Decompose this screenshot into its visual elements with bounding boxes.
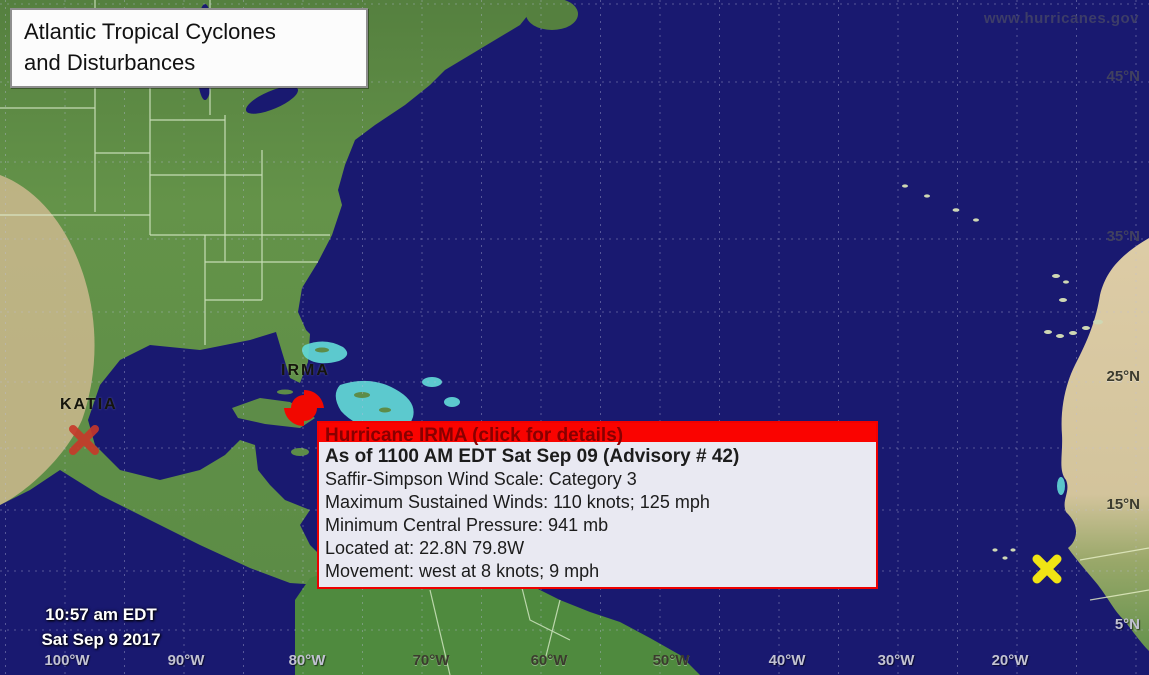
lon-label: 20°W (991, 652, 1029, 669)
map-timestamp: 10:57 am EDT Sat Sep 9 2017 (16, 602, 186, 652)
lon-label: 30°W (877, 652, 915, 669)
newfoundland-island (526, 0, 578, 30)
africa-coast-shallow (1057, 477, 1065, 495)
irma-winds-line: Maximum Sustained Winds: 110 knots; 125 … (325, 492, 710, 512)
irma-category-line: Saffir-Simpson Wind Scale: Category 3 (325, 469, 637, 489)
storm-label-katia[interactable]: KATIA (60, 396, 118, 413)
irma-advisory-line: As of 1100 AM EDT Sat Sep 09 (Advisory #… (325, 446, 740, 467)
lat-label: 5°N (1114, 616, 1140, 633)
irma-pressure-line: Minimum Central Pressure: 941 mb (325, 515, 609, 535)
storm-label-irma[interactable]: IRMA (281, 362, 330, 379)
lon-label: 90°W (167, 652, 205, 669)
bahamas-islets (315, 347, 391, 413)
atlantic-islands (902, 184, 1103, 560)
map-title-box: Atlantic Tropical Cyclones and Disturban… (10, 8, 368, 88)
africa-landmass (1061, 238, 1149, 651)
disturbance-yellow-x-icon[interactable] (1029, 551, 1065, 587)
lon-label: 40°W (768, 652, 806, 669)
jamaica-island (291, 448, 309, 456)
south-america-landmass (295, 568, 700, 675)
lat-label: 15°N (1106, 496, 1140, 513)
mexico-desert-tint (0, 175, 95, 505)
lat-label: 25°N (1106, 368, 1140, 385)
map-title-line2: and Disturbances (24, 50, 196, 75)
lon-label: 100°W (44, 652, 90, 669)
irma-popup-banner[interactable]: Hurricane IRMA (click for details) (317, 421, 878, 446)
irma-movement-line: Movement: west at 8 knots; 9 mph (325, 561, 600, 581)
irma-details-popup: Hurricane IRMA (click for details) As of… (317, 421, 878, 589)
map-title-line1: Atlantic Tropical Cyclones (24, 19, 276, 44)
timestamp-date: Sat Sep 9 2017 (41, 630, 161, 649)
lon-label: 50°W (652, 652, 690, 669)
lon-label: 60°W (530, 652, 568, 669)
florida-keys (277, 389, 293, 395)
south-america-borders (429, 579, 571, 675)
lon-label: 70°W (412, 652, 450, 669)
irma-location-line: Located at: 22.8N 79.8W (325, 538, 525, 558)
irma-popup-body: As of 1100 AM EDT Sat Sep 09 (Advisory #… (317, 442, 878, 589)
africa-borders (1079, 547, 1149, 601)
north-america-landmass (0, 0, 540, 585)
lon-label: 80°W (288, 652, 326, 669)
lat-label: 45°N (1106, 68, 1140, 85)
katia-red-x-icon[interactable] (64, 420, 104, 460)
lat-label: 35°N (1106, 228, 1140, 245)
timestamp-time: 10:57 am EDT (45, 605, 157, 624)
irma-hurricane-icon[interactable] (280, 384, 328, 432)
watermark-url: www.hurricanes.gov (983, 10, 1139, 27)
